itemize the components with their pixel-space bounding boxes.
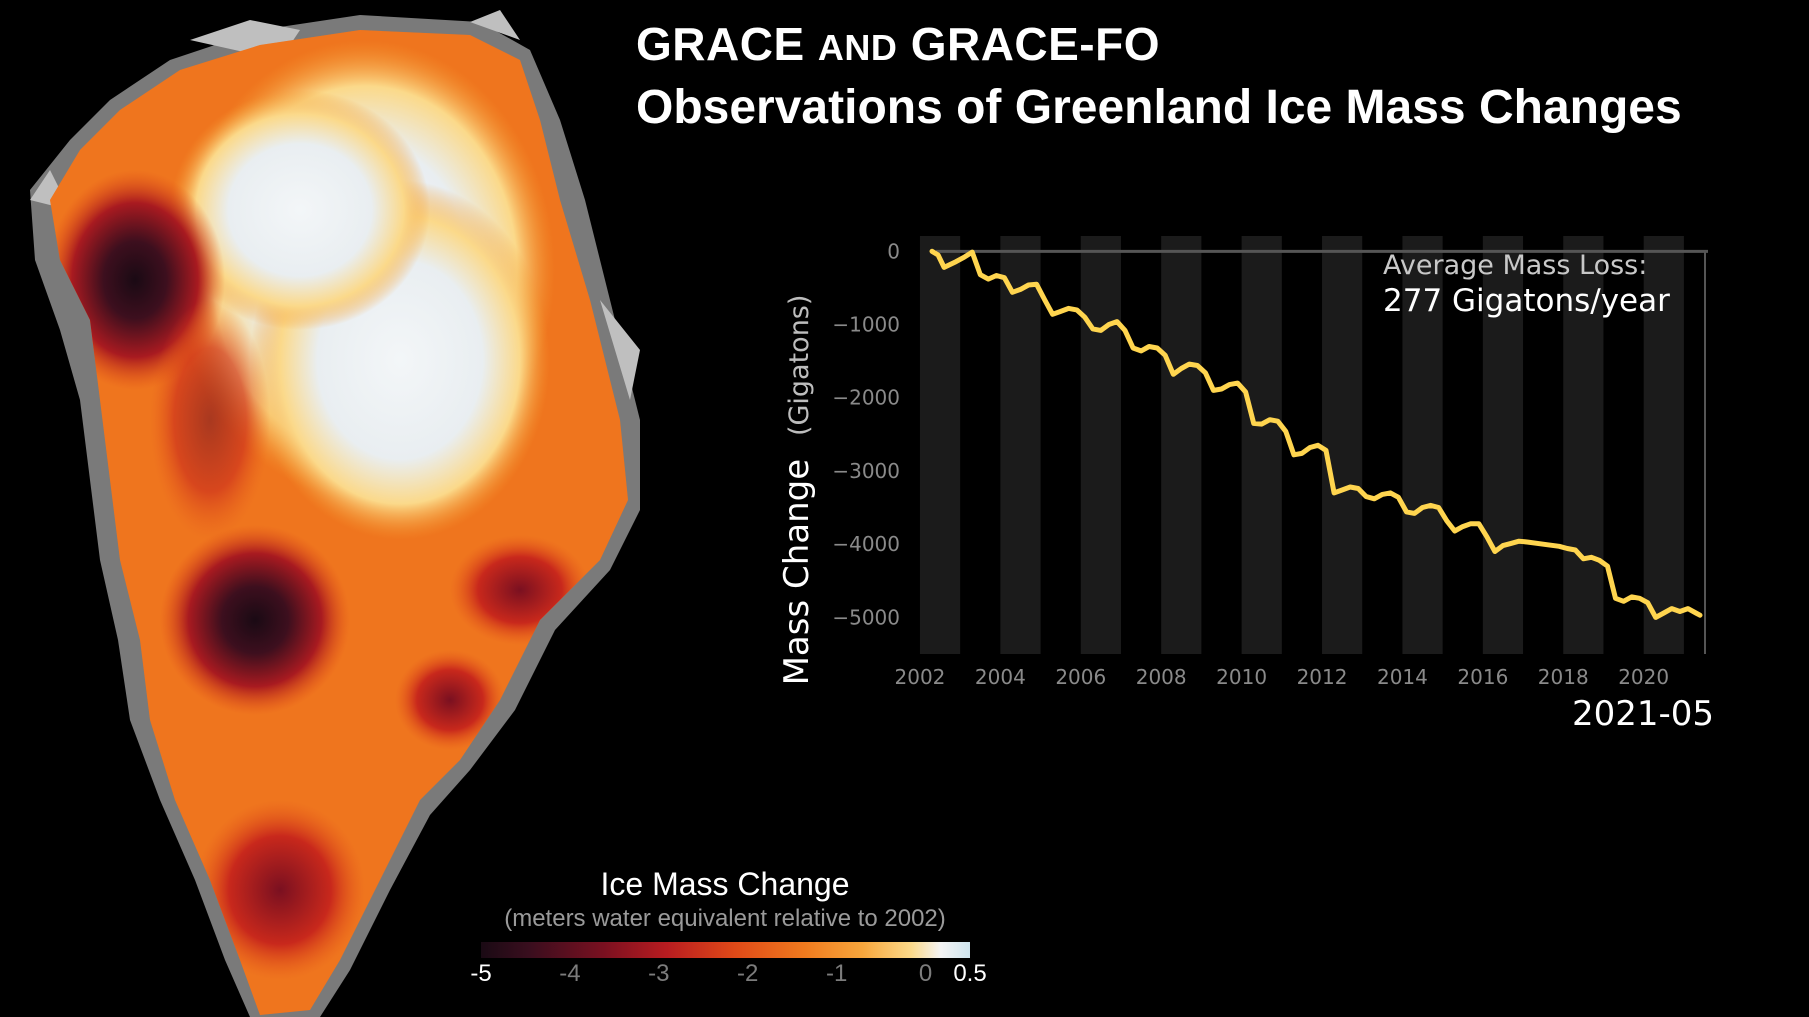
page-title: GRACE AND GRACE-FO Observations of Green… <box>636 16 1682 138</box>
x-tick-label: 2020 <box>1618 665 1669 689</box>
svg-text:Mass Change (Gigatons): Mass Change (Gigatons) <box>777 295 817 686</box>
year-band <box>1241 236 1282 654</box>
year-band <box>1402 236 1443 654</box>
year-band <box>1563 236 1604 654</box>
y-axis-ticks: 0 −1000 −2000 −3000 −4000 −5000 <box>832 239 900 629</box>
title-grace-fo: GRACE-FO <box>910 18 1161 70</box>
colorbar-tick-label: -1 <box>825 960 848 987</box>
average-mass-loss-value: 277 Gigatons/year <box>1383 283 1670 319</box>
colorbar-tick-label: -5 <box>470 960 492 987</box>
colorbar-tick-label: -4 <box>559 960 581 987</box>
year-band <box>1161 236 1202 654</box>
year-bands <box>919 236 1684 654</box>
colorbar-tick-label: -2 <box>737 960 759 987</box>
x-tick-label: 2010 <box>1216 665 1267 689</box>
y-tick-label: −1000 <box>832 313 900 337</box>
ylabel-main: Mass Change <box>777 459 817 686</box>
y-tick-label: −4000 <box>832 532 900 556</box>
colorbar-tick-label: 0 <box>918 960 933 987</box>
colorbar-legend: Ice Mass Change (meters water equivalent… <box>480 866 970 933</box>
year-band <box>1482 236 1524 654</box>
x-tick-label: 2018 <box>1538 665 1589 689</box>
year-band <box>1080 236 1121 654</box>
title-grace: GRACE <box>636 18 805 70</box>
x-tick-label: 2012 <box>1297 665 1348 689</box>
x-axis-ticks: 2002 2004 2006 2008 2010 2012 2014 2016 2018 2020 <box>895 665 1670 689</box>
y-tick-label: −2000 <box>832 386 900 410</box>
series-line-mass-change <box>929 248 1703 620</box>
y-axis-label: Mass Change (Gigatons) <box>777 295 817 686</box>
x-tick-label: 2014 <box>1377 665 1428 689</box>
mass-change-chart: 0−1000−2000−3000−4000−5000 2002 2004 2006 2… <box>777 236 1708 689</box>
x-tick-label: 2004 <box>975 665 1026 689</box>
legend-title: Ice Mass Change <box>600 866 850 902</box>
colorbar-ticks: -5 -4 -3 -2 -1 0 0.5 <box>460 960 1000 994</box>
title-subtitle: Observations of Greenland Ice Mass Chang… <box>636 80 1682 134</box>
legend-subtitle: (meters water equivalent relative to 200… <box>504 905 946 932</box>
year-band <box>1322 236 1363 654</box>
average-mass-loss-annotation: Average Mass Loss: 277 Gigatons/year <box>1383 250 1670 319</box>
ylabel-unit: (Gigatons) <box>784 295 815 436</box>
colorbar-tick-label: 0.5 <box>953 960 987 987</box>
title-and: AND <box>817 27 898 68</box>
x-tick-label: 2002 <box>895 665 946 689</box>
colorbar-tick-label: -3 <box>648 960 670 987</box>
colorbar <box>481 942 970 958</box>
average-mass-loss-label: Average Mass Loss: <box>1383 250 1648 281</box>
y-tick-label: −3000 <box>832 459 900 483</box>
y-tick-label: 0 <box>887 239 900 263</box>
greenland-ice-mass-map <box>30 10 640 1017</box>
year-band <box>1643 236 1684 654</box>
current-date: 2021-05 <box>1571 694 1714 734</box>
year-band <box>919 236 961 654</box>
y-tick-label: −5000 <box>832 605 900 629</box>
x-tick-label: 2006 <box>1055 665 1106 689</box>
year-band <box>1000 236 1041 654</box>
x-tick-label: 2008 <box>1136 665 1187 689</box>
x-tick-label: 2016 <box>1457 665 1508 689</box>
